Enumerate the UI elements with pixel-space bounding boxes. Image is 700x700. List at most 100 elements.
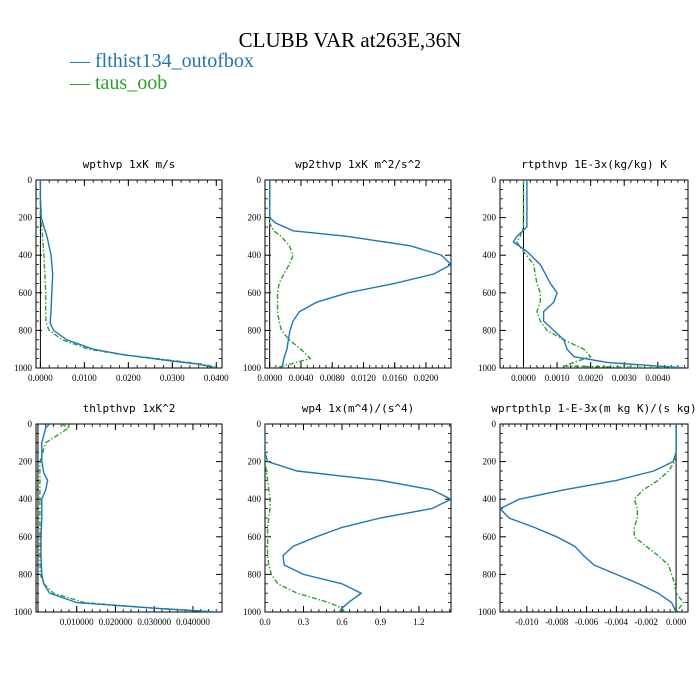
y-tick-label: 200 (483, 457, 497, 467)
x-tick-label: 0.0100 (72, 373, 97, 383)
panel-frame (499, 179, 689, 369)
y-tick-label: 0 (492, 175, 497, 185)
y-tick-label: 200 (483, 213, 497, 223)
panel-4: thlpthvp 1xK^2 0 200 400 600 800 1000 0.010000 0… (14, 402, 223, 627)
series-line-flthist134 (512, 180, 685, 368)
y-tick-label: 800 (483, 325, 497, 335)
panel-6: wprtpthlp 1-E-3x(m kg K)/(s kg) 0 200 400 60… (478, 402, 697, 627)
series-line-flthist134 (40, 424, 217, 612)
x-tick-label: 0.0 (259, 617, 271, 627)
y-tick-label: 1000 (243, 363, 262, 373)
legend-line-flthist134: — (70, 50, 95, 72)
legend-entry-taus-oob: — taus_oob (70, 72, 167, 95)
y-tick-label: 0 (257, 175, 262, 185)
panel-title: rtpthvp 1E-3x(kg/kg) K (521, 158, 667, 171)
y-tick-label: 600 (483, 532, 497, 542)
x-tick-label: -0.002 (635, 617, 658, 627)
panel-frame (35, 423, 223, 613)
panel-title: wp2thvp 1xK m^2/s^2 (295, 158, 421, 171)
x-tick-label: -0.010 (515, 617, 539, 627)
x-tick-label: 0.0200 (116, 373, 141, 383)
series-line-taus-oob (633, 424, 685, 612)
x-tick-label: 0.030000 (137, 617, 171, 627)
y-tick-label: 800 (248, 325, 262, 335)
y-tick-label: 800 (19, 325, 33, 335)
y-tick-label: 400 (19, 250, 33, 260)
panel-frame (499, 423, 689, 613)
legend-line-taus-oob: — (70, 72, 95, 94)
x-tick-label: 0.0020 (578, 373, 603, 383)
x-tick-label: 0.0300 (160, 373, 185, 383)
x-tick-label: 0.0160 (382, 373, 407, 383)
series-line-taus-oob (515, 180, 675, 368)
y-tick-label: 600 (483, 288, 497, 298)
y-tick-label: 400 (483, 250, 497, 260)
y-tick-label: 400 (248, 250, 262, 260)
x-tick-label: -0.008 (545, 617, 569, 627)
x-tick-label: 0.0000 (511, 373, 536, 383)
x-tick-label: 0.020000 (99, 617, 133, 627)
legend-label-flthist134: flthist134_outofbox (95, 50, 254, 72)
y-tick-label: 800 (19, 569, 33, 579)
series-line-flthist134 (39, 180, 217, 368)
y-tick-label: 0 (28, 419, 33, 429)
legend-entry-flthist134: — flthist134_outofbox (70, 50, 254, 73)
panel-1: wpthvp 1xK m/s 0 200 400 600 800 10000.0000 0.0… (14, 158, 229, 383)
x-tick-label: 0.010000 (60, 617, 94, 627)
y-tick-label: 200 (19, 457, 33, 467)
y-tick-label: 600 (19, 288, 33, 298)
y-tick-label: 600 (248, 532, 262, 542)
figure-title: CLUBB VAR at263E,36N (238, 28, 462, 52)
x-tick-label: 0.0040 (645, 373, 670, 383)
series-line-taus-oob (39, 424, 217, 612)
y-tick-label: 200 (248, 457, 262, 467)
panel-5: wp4 1x(m^4)/(s^4) 0 200 400 600 800 10000.0 0.3… (243, 402, 452, 627)
y-tick-label: 1000 (14, 363, 33, 373)
panel-title: thlpthvp 1xK^2 (83, 402, 176, 415)
series-line-taus-oob (269, 180, 312, 368)
series-line-flthist134 (265, 424, 451, 612)
x-tick-label: 0.9 (375, 617, 387, 627)
panel-title: wp4 1x(m^4)/(s^4) (302, 402, 415, 415)
series-line-taus-oob (265, 424, 346, 612)
y-tick-label: 1000 (478, 363, 497, 373)
x-tick-label: 0.0080 (320, 373, 345, 383)
panel-title: wpthvp 1xK m/s (83, 158, 176, 171)
x-tick-label: -0.004 (605, 617, 629, 627)
panel-2: wp2thvp 1xK m^2/s^2020040060080010000.00… (243, 158, 452, 383)
x-tick-label: 0.3 (298, 617, 310, 627)
x-tick-label: 0.6 (336, 617, 348, 627)
x-tick-label: 0.0040 (289, 373, 314, 383)
y-tick-label: 400 (248, 494, 262, 504)
x-tick-label: 0.0200 (414, 373, 439, 383)
x-tick-label: 0.0010 (545, 373, 570, 383)
y-tick-label: 200 (248, 213, 262, 223)
series-line-flthist134 (269, 180, 451, 368)
panel-frame (264, 423, 452, 613)
y-tick-label: 400 (19, 494, 33, 504)
x-tick-label: 0.0000 (257, 373, 282, 383)
y-tick-label: 200 (19, 213, 33, 223)
legend-label-taus-oob: taus_oob (95, 72, 168, 94)
y-tick-label: 600 (19, 532, 33, 542)
y-tick-label: 0 (28, 175, 33, 185)
panel-3: rtpthvp 1E-3x(kg/kg) K 0 200 400 600 800 1000 0… (478, 158, 689, 383)
x-tick-label: 0.0120 (351, 373, 376, 383)
y-tick-label: 1000 (14, 607, 33, 617)
x-tick-label: -0.006 (575, 617, 599, 627)
series-line-taus-oob (39, 180, 219, 368)
x-tick-label: 0.0400 (204, 373, 229, 383)
y-tick-label: 400 (483, 494, 497, 504)
y-tick-label: 0 (492, 419, 497, 429)
y-tick-label: 800 (483, 569, 497, 579)
x-tick-label: 1.2 (413, 617, 424, 627)
series-line-flthist134 (500, 424, 677, 612)
x-tick-label: 0.0000 (28, 373, 53, 383)
y-tick-label: 600 (248, 288, 262, 298)
panel-title: wprtpthlp 1-E-3x(m kg K)/(s kg) (491, 402, 696, 415)
y-tick-label: 1000 (478, 607, 497, 617)
x-tick-label: 0.000 (666, 617, 687, 627)
x-tick-label: 0.0030 (612, 373, 637, 383)
y-tick-label: 1000 (243, 607, 262, 617)
